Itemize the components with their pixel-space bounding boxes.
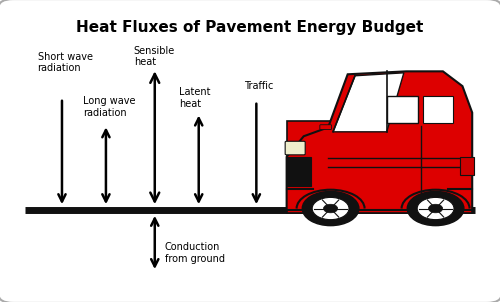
FancyBboxPatch shape bbox=[460, 157, 473, 175]
Text: Conduction
from ground: Conduction from ground bbox=[164, 242, 224, 264]
FancyBboxPatch shape bbox=[386, 96, 418, 123]
FancyBboxPatch shape bbox=[285, 141, 305, 155]
Circle shape bbox=[408, 191, 464, 226]
FancyBboxPatch shape bbox=[286, 157, 311, 186]
Polygon shape bbox=[333, 73, 404, 132]
FancyBboxPatch shape bbox=[320, 125, 332, 130]
Polygon shape bbox=[286, 71, 472, 210]
Circle shape bbox=[312, 198, 349, 220]
Text: Long wave
radiation: Long wave radiation bbox=[83, 96, 136, 117]
Circle shape bbox=[324, 204, 338, 213]
FancyBboxPatch shape bbox=[286, 121, 472, 213]
Text: Traffic: Traffic bbox=[244, 81, 274, 91]
Text: Sensible
heat: Sensible heat bbox=[134, 46, 175, 67]
FancyBboxPatch shape bbox=[424, 96, 452, 123]
Text: Heat Fluxes of Pavement Energy Budget: Heat Fluxes of Pavement Energy Budget bbox=[76, 20, 424, 35]
Circle shape bbox=[302, 191, 359, 226]
Text: Short wave
radiation: Short wave radiation bbox=[38, 52, 92, 73]
Circle shape bbox=[428, 204, 442, 213]
Circle shape bbox=[417, 198, 454, 220]
Text: Latent
heat: Latent heat bbox=[179, 87, 210, 109]
